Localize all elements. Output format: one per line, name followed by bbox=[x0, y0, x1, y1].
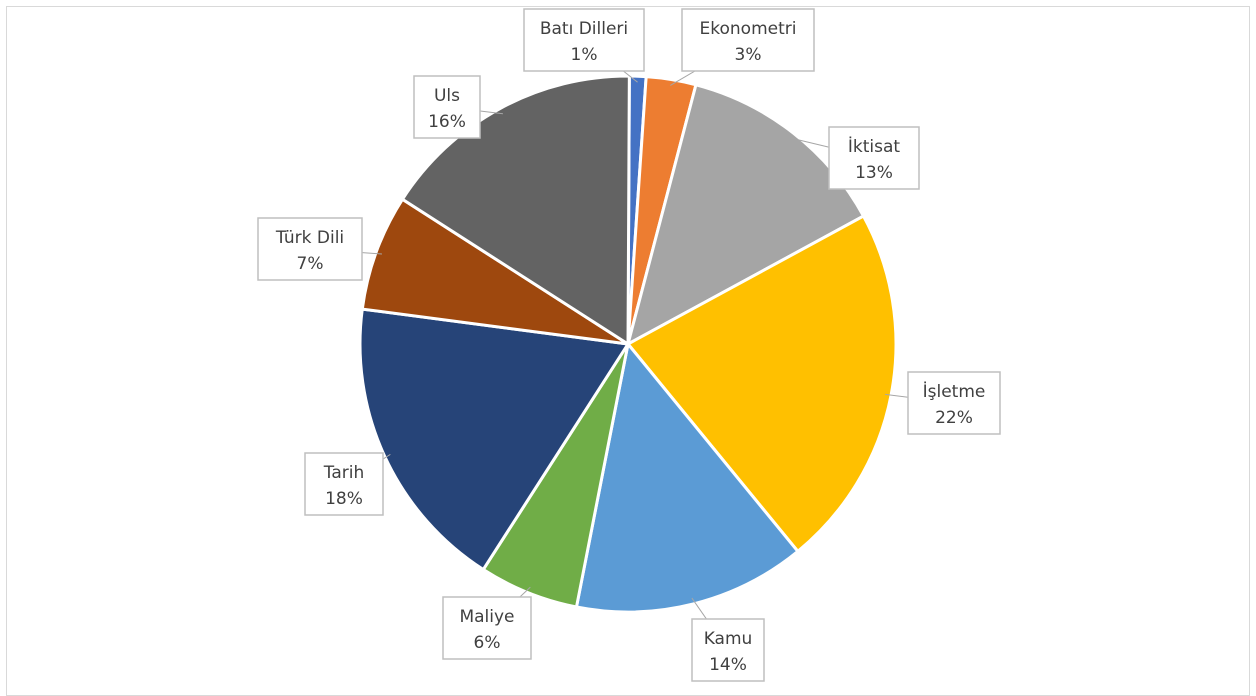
pie-slice-4 bbox=[574, 340, 800, 614]
pie-slice-8 bbox=[400, 74, 631, 347]
pie-slice-6 bbox=[358, 307, 631, 572]
category-label-0: Batı Dilleri bbox=[540, 19, 628, 39]
category-label-3: İşletme bbox=[923, 381, 986, 402]
callout-box-8 bbox=[413, 75, 481, 139]
percent-label-7: 7% bbox=[297, 254, 324, 274]
callout-box-3 bbox=[907, 371, 1001, 435]
callout-box-4 bbox=[691, 618, 765, 682]
category-label-5: Maliye bbox=[459, 607, 514, 627]
category-label-8: Uls bbox=[434, 86, 460, 106]
percent-label-3: 22% bbox=[935, 408, 973, 428]
category-label-7: Türk Dili bbox=[275, 228, 344, 248]
data-labels: Batı Dilleri 1% Ekonometri 3% İktisat 13% İşle… bbox=[257, 8, 1001, 682]
callout-box-0 bbox=[523, 8, 645, 72]
callout-box-5 bbox=[442, 596, 532, 660]
pie-slice-7 bbox=[360, 197, 629, 346]
percent-label-0: 1% bbox=[571, 45, 598, 65]
callout-box-2 bbox=[828, 126, 920, 190]
callout-box-1 bbox=[681, 8, 815, 72]
percent-label-1: 3% bbox=[735, 45, 762, 65]
percent-label-8: 16% bbox=[428, 112, 466, 132]
percent-label-4: 14% bbox=[709, 655, 747, 675]
percent-label-5: 6% bbox=[474, 633, 501, 653]
category-label-2: İktisat bbox=[848, 136, 901, 157]
category-label-6: Tarih bbox=[323, 463, 364, 483]
percent-label-2: 13% bbox=[855, 163, 893, 183]
pie-slices bbox=[358, 74, 898, 614]
percent-label-6: 18% bbox=[325, 489, 363, 509]
callout-box-7 bbox=[257, 217, 363, 281]
category-label-4: Kamu bbox=[704, 629, 753, 649]
category-label-1: Ekonometri bbox=[700, 19, 797, 39]
callout-box-6 bbox=[304, 452, 384, 516]
pie-slice-2 bbox=[625, 82, 866, 347]
